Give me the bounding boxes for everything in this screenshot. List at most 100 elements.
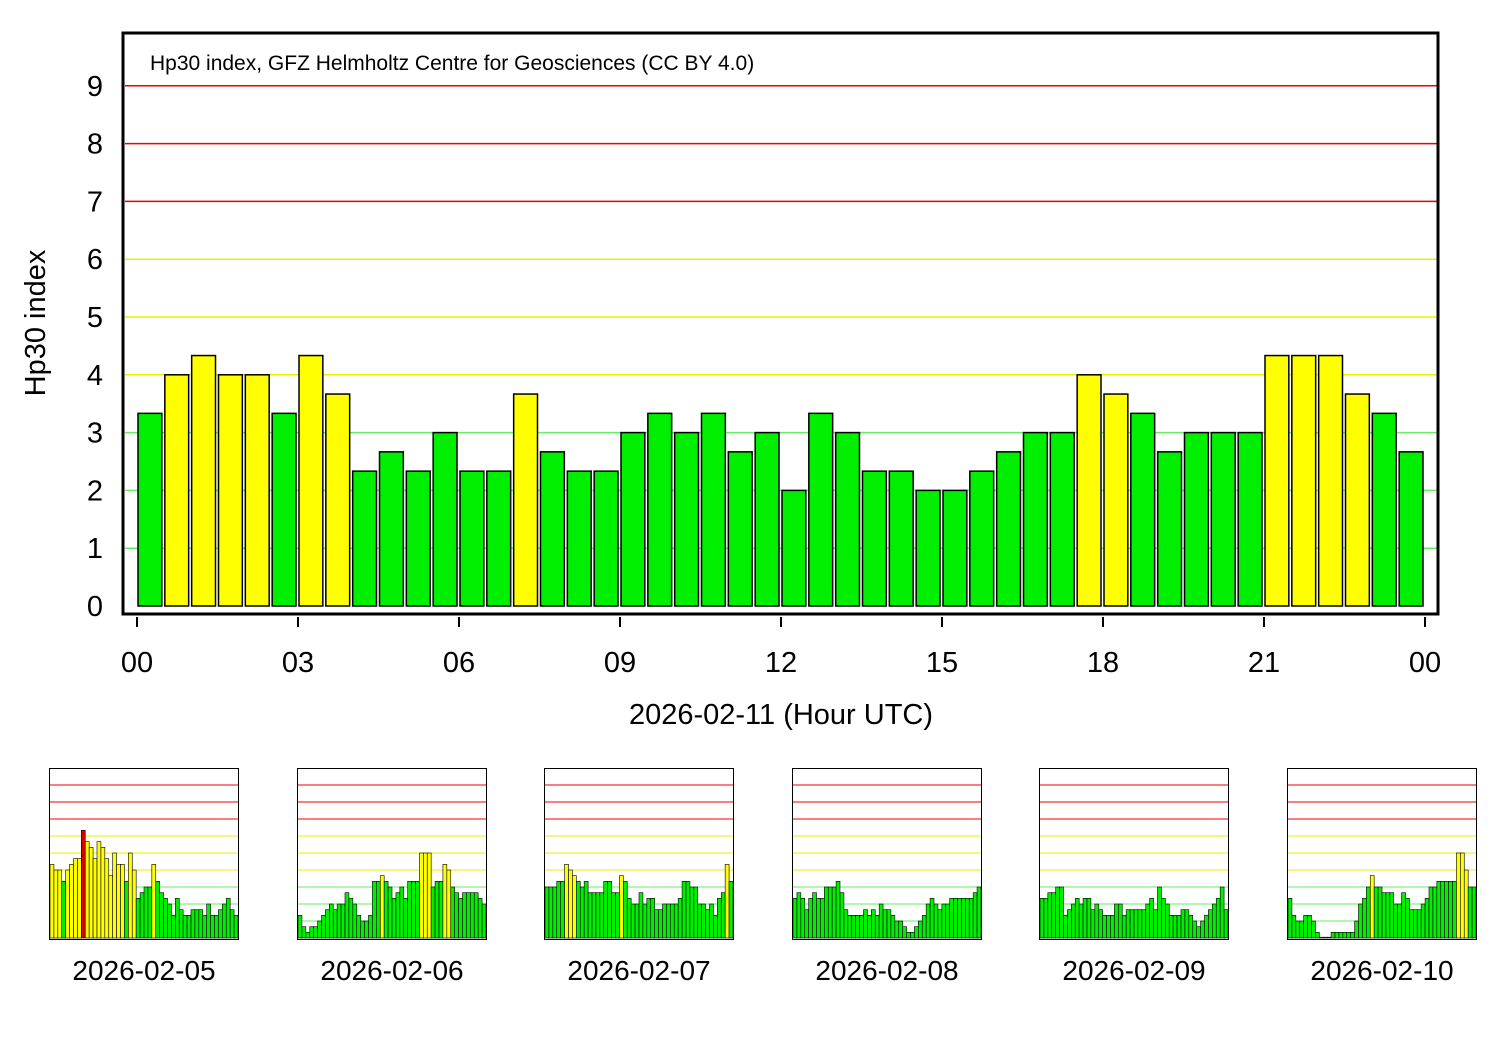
bar [796, 892, 802, 939]
bar [352, 903, 358, 939]
bar [454, 892, 459, 939]
bar [391, 898, 397, 939]
bar [634, 903, 640, 939]
bar [194, 909, 200, 939]
thumbnail-frame [1039, 768, 1229, 940]
bar [1303, 915, 1308, 939]
bar [863, 909, 868, 939]
bar [1291, 915, 1297, 939]
bar [1264, 354, 1290, 607]
bar [976, 886, 982, 939]
bar [1295, 920, 1301, 939]
bar [1319, 936, 1324, 939]
bar [1210, 431, 1236, 607]
bar [120, 864, 125, 939]
y-tick-label: 2 [87, 475, 103, 507]
bar [61, 881, 66, 939]
day-thumbnail-2026-02-07 [544, 768, 734, 940]
bar [383, 881, 389, 939]
bar [579, 886, 585, 939]
bar [84, 841, 90, 939]
bar [470, 892, 475, 939]
bar [1149, 898, 1154, 939]
bar [395, 892, 401, 939]
bar [309, 926, 314, 939]
bar [426, 852, 432, 939]
bar [1129, 909, 1135, 939]
bar [1381, 892, 1387, 939]
thumbnail-date-label: 2026-02-09 [1062, 955, 1206, 986]
bar [894, 920, 900, 939]
bar [486, 470, 512, 607]
bar [647, 412, 673, 607]
bar [1086, 898, 1092, 939]
bar [626, 898, 632, 939]
bar [135, 898, 141, 939]
bar [206, 903, 211, 939]
bar [1172, 915, 1178, 939]
bar [317, 920, 322, 939]
bar [159, 892, 164, 939]
x-axis: 00 03 06 09 12 15 18 21 00 [121, 617, 1441, 679]
bar [69, 864, 74, 939]
bar [603, 881, 608, 939]
bar [851, 915, 856, 939]
bar [1118, 903, 1123, 939]
bar [925, 903, 931, 939]
bar [399, 886, 405, 939]
bar [473, 892, 479, 939]
x-tick-label: 18 [1087, 647, 1119, 679]
bar [673, 431, 700, 607]
bar [1311, 920, 1316, 939]
bar [1067, 909, 1072, 939]
thumbnail-frame [544, 768, 734, 940]
bar [965, 898, 970, 939]
bar [961, 898, 966, 939]
bar [1338, 932, 1344, 939]
bar [379, 875, 385, 939]
bar [611, 892, 616, 939]
bar [1463, 869, 1469, 939]
x-tick-label: 15 [926, 647, 958, 679]
bar [147, 886, 153, 939]
bar [820, 898, 825, 939]
bar [572, 875, 577, 939]
bar [481, 903, 487, 939]
bar [1022, 431, 1049, 607]
thumbnail-frame [297, 768, 487, 940]
thumbnail-chart [1039, 768, 1229, 940]
bar [620, 431, 646, 607]
bar [1322, 936, 1328, 939]
bar [434, 881, 440, 939]
bar [1141, 909, 1147, 939]
bar [329, 903, 334, 939]
bar [432, 431, 458, 607]
thumbnail-date-label: 2026-02-07 [567, 955, 711, 986]
bar [1291, 354, 1317, 607]
thumbnail-chart [1287, 768, 1477, 940]
bar [210, 915, 215, 939]
bar [325, 393, 351, 607]
bar [116, 864, 121, 939]
bar [1102, 915, 1107, 939]
bar [73, 858, 78, 939]
thumbnail-date-label: 2026-02-08 [815, 955, 959, 986]
bar [539, 451, 566, 607]
bar [77, 858, 82, 939]
bar [1059, 886, 1064, 939]
plot-frame [121, 31, 1440, 616]
bar [804, 909, 809, 939]
bar [1346, 932, 1351, 939]
bar [233, 915, 239, 939]
bar [222, 903, 227, 939]
bar [576, 881, 581, 939]
bar [372, 881, 377, 939]
bar [713, 915, 718, 939]
bar [92, 858, 98, 939]
bar [1156, 451, 1183, 607]
bar [615, 892, 620, 939]
bar [143, 886, 149, 939]
bar [942, 489, 968, 607]
bar [808, 412, 834, 607]
bar [271, 412, 297, 607]
